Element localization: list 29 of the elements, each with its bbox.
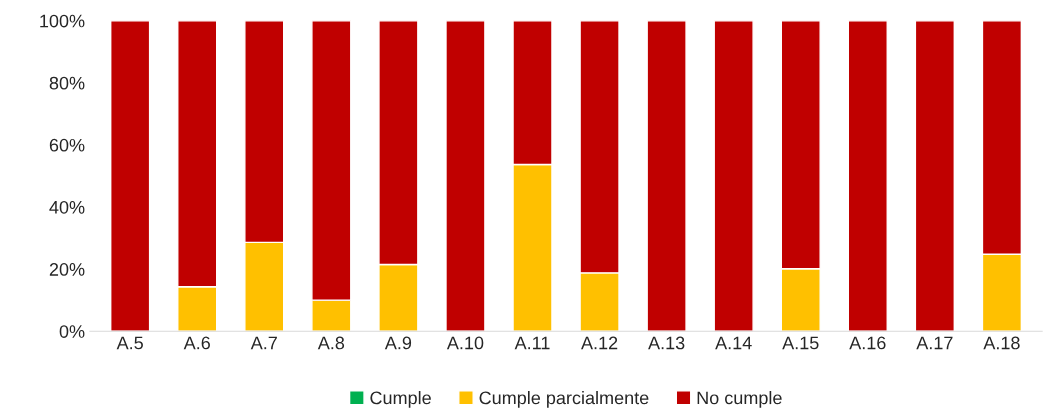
legend-label: Cumple parcialmente [479,391,649,408]
x-tick-label: A.18 [983,336,1020,350]
y-tick-label: 80% [49,76,85,90]
x-tick-label: A.8 [317,336,345,350]
bar [445,20,486,332]
bar [914,20,955,332]
bar [713,20,754,332]
y-tick-label: 20% [49,263,85,276]
x-tick-label: A.13 [648,336,685,350]
legend-label: Cumple [370,391,431,408]
y-tick-label: 60% [49,138,85,152]
x-tick-label: A.15 [782,336,819,350]
y-tick-label: 0% [59,325,85,338]
x-tick-label: A.14 [715,336,752,350]
x-tick-label: A.10 [446,336,484,350]
x-tick-label: A.5 [116,336,143,350]
y-tick-label: 100% [40,14,85,28]
x-tick-label: A.11 [514,336,550,350]
x-tick-label: A.7 [250,336,277,350]
bar [110,20,151,332]
legend-label: No cumple [697,391,782,408]
x-tick-label: A.6 [183,336,210,350]
x-tick-label: A.12 [581,336,618,350]
y-tick-label: 40% [49,200,85,214]
bar [847,20,888,332]
bar [646,20,687,332]
x-tick-label: A.16 [849,336,886,350]
x-tick-label: A.17 [916,336,953,350]
x-tick-label: A.9 [384,336,412,350]
